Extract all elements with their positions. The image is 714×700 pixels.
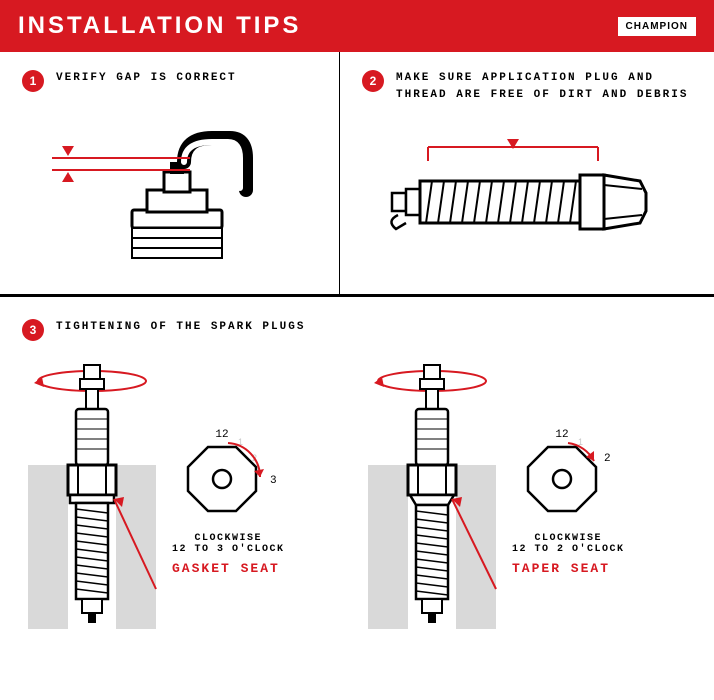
- brand-badge: CHAMPION: [618, 17, 696, 36]
- taper-seat-group: 12 2 1 CLOCKWISE 12 TO 2 O'CLOCK TAPER S…: [362, 359, 682, 639]
- taper-seat-label: TAPER SEAT: [512, 561, 625, 576]
- taper-dial-block: 12 2 1 CLOCKWISE 12 TO 2 O'CLOCK TAPER S…: [512, 423, 625, 576]
- taper-plug-svg: [362, 359, 502, 639]
- taper-clock-range: 12 TO 2 O'CLOCK: [512, 544, 625, 555]
- taper-dial-svg: 12 2 1: [512, 423, 622, 533]
- step-2-panel: 2 MAKE SURE APPLICATION PLUG AND THREAD …: [340, 52, 714, 294]
- gasket-dial-block: 12 3 1 2 CLOCKWISE 12 TO 3 O'CLOCK GASKE…: [172, 423, 285, 576]
- step-3-panel: 3 TIGHTENING OF THE SPARK PLUGS: [0, 297, 714, 661]
- gasket-seat-label: GASKET SEAT: [172, 561, 285, 576]
- step-1-text: VERIFY GAP IS CORRECT: [56, 70, 237, 87]
- thread-diagram: [362, 121, 682, 271]
- header-bar: INSTALLATION TIPS CHAMPION: [0, 0, 714, 52]
- dial-3: 3: [270, 475, 277, 487]
- dial-12: 12: [215, 429, 228, 441]
- gasket-seat-group: 12 3 1 2 CLOCKWISE 12 TO 3 O'CLOCK GASKE…: [22, 359, 342, 639]
- page-title: INSTALLATION TIPS: [18, 12, 301, 40]
- gasket-clock-range: 12 TO 3 O'CLOCK: [172, 544, 285, 555]
- gasket-clock-label: CLOCKWISE: [172, 533, 285, 544]
- dial-12b: 12: [555, 429, 568, 441]
- step-number-2: 2: [362, 70, 384, 92]
- step-3-text: TIGHTENING OF THE SPARK PLUGS: [56, 319, 305, 336]
- step-number-1: 1: [22, 70, 44, 92]
- gasket-plug-svg: [22, 359, 162, 639]
- step-1-panel: 1 VERIFY GAP IS CORRECT: [0, 52, 340, 294]
- taper-clock-label: CLOCKWISE: [512, 533, 625, 544]
- step-number-3: 3: [22, 319, 44, 341]
- gasket-dial-svg: 12 3 1 2: [172, 423, 282, 533]
- dial-2: 2: [604, 453, 611, 465]
- top-row: 1 VERIFY GAP IS CORRECT: [0, 52, 714, 297]
- gap-diagram: [22, 110, 312, 270]
- step-2-text: MAKE SURE APPLICATION PLUG AND THREAD AR…: [396, 70, 692, 103]
